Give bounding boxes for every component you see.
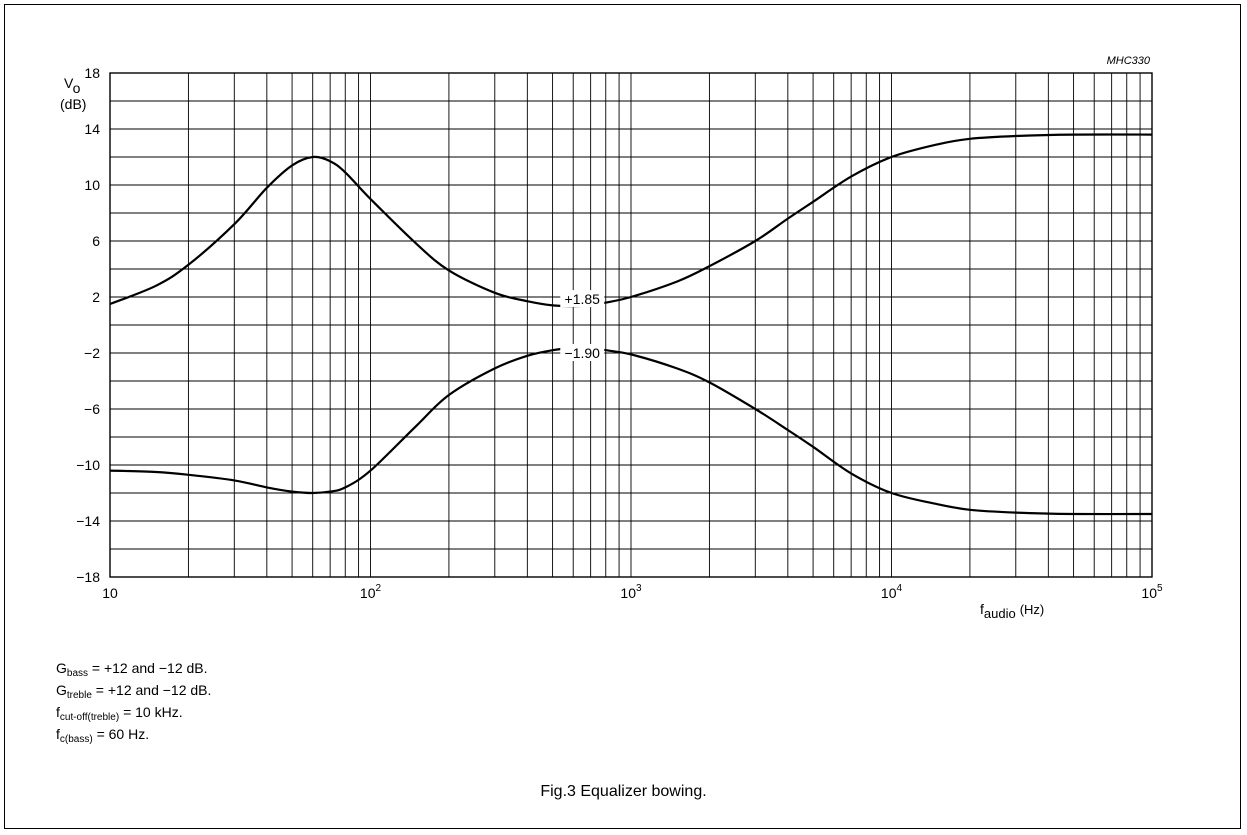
curve-label: −1.90 [565,345,601,361]
y-tick-label: 10 [84,177,100,193]
notes: Gbass = +12 and −12 dB. Gtreble = +12 and… [56,660,211,748]
y-tick-label: −6 [84,401,100,417]
x-tick-label: 103 [620,583,642,601]
x-axis-label: faudio (Hz) [980,601,1044,621]
curve-label-bg [560,344,605,361]
plot-border [109,72,1153,578]
note-line: Gbass = +12 and −12 dB. [56,660,208,679]
y-tick-label: −18 [76,569,100,585]
y-tick-label: −14 [76,513,100,529]
y-tick-label: 14 [84,121,100,137]
note-line: fc(bass) = 60 Hz. [56,726,150,745]
x-tick-label: 102 [360,583,382,601]
grid [109,72,1153,578]
curves: +1.85 −1.90 [109,133,1153,516]
figure-code: MHC330 [1107,55,1151,67]
y-tick-label: 18 [84,65,100,81]
figure-caption: Fig.3 Equalizer bowing. [540,783,707,800]
figure-frame [4,4,1241,829]
y-axis-label: Vo [64,75,81,96]
y-axis-unit: (dB) [60,96,86,112]
note-line: fcut-off(treble) = 10 kHz. [56,704,183,723]
y-tick-label: −10 [76,457,100,473]
y-tick-label: 6 [92,233,100,249]
x-tick-label: 105 [1141,583,1163,601]
y-tick-label: 2 [92,289,100,305]
note-line: Gtreble = +12 and −12 dB. [56,682,212,701]
curve-label: +1.85 [565,291,601,307]
y-tick-label: −2 [84,345,100,361]
curve-label-bg [560,290,605,308]
x-tick-label: 10 [102,585,118,601]
x-tick-label: 104 [881,583,903,601]
